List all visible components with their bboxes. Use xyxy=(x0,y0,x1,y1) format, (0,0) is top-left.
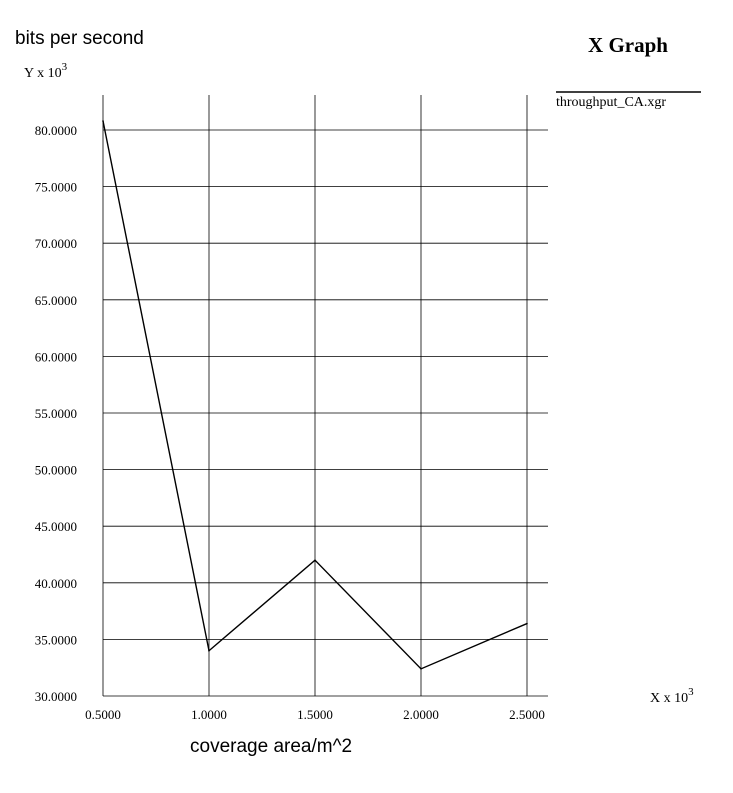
data-point xyxy=(102,120,104,122)
x-tick-label: 1.5000 xyxy=(297,707,333,722)
y-tick-label: 45.0000 xyxy=(35,519,77,534)
x-tick-label: 2.0000 xyxy=(403,707,439,722)
data-point xyxy=(314,559,316,561)
x-axis-title: coverage area/m^2 xyxy=(190,736,352,757)
x-scale-label: X x 103 xyxy=(650,686,694,706)
y-tick-label: 65.0000 xyxy=(35,293,77,308)
chart-title: X Graph xyxy=(588,33,668,57)
grid xyxy=(102,95,548,697)
tick-labels: 30.0000 35.0000 40.0000 45.0000 50.0000 55.00… xyxy=(35,123,545,722)
data-point xyxy=(526,622,528,625)
y-tick-label: 50.0000 xyxy=(35,463,77,478)
y-tick-label: 40.0000 xyxy=(35,576,77,591)
legend-label: throughput_CA.xgr xyxy=(556,95,666,110)
y-tick-label: 70.0000 xyxy=(35,236,77,251)
y-tick-label: 30.0000 xyxy=(35,689,77,704)
x-tick-label: 0.5000 xyxy=(85,707,121,722)
series-layer xyxy=(102,120,528,670)
y-tick-label: 75.0000 xyxy=(35,180,77,195)
y-scale-label: Y x 103 xyxy=(24,61,68,81)
y-tick-label: 35.0000 xyxy=(35,632,77,647)
x-tick-label: 2.5000 xyxy=(509,707,545,722)
y-axis-title: bits per second xyxy=(15,28,144,49)
data-point xyxy=(420,668,422,670)
y-tick-label: 80.0000 xyxy=(35,123,77,138)
y-tick-label: 60.0000 xyxy=(35,349,77,364)
x-tick-label: 1.0000 xyxy=(191,707,227,722)
data-point xyxy=(208,649,210,652)
y-tick-label: 55.0000 xyxy=(35,406,77,421)
